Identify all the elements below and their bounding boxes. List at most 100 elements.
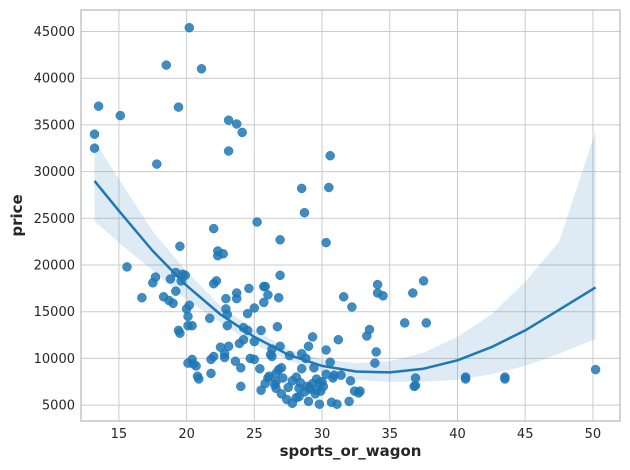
data-point — [299, 207, 310, 218]
data-point — [183, 311, 193, 322]
data-point — [223, 341, 234, 352]
data-point — [399, 318, 410, 328]
data-point — [196, 64, 207, 74]
x-tick-label: 45 — [517, 427, 534, 442]
grid-lines — [81, 10, 620, 421]
data-point — [303, 396, 314, 407]
x-tick-label: 40 — [449, 427, 466, 442]
data-point — [122, 262, 132, 272]
x-tick-label: 35 — [382, 427, 399, 442]
data-point — [307, 332, 318, 342]
data-point — [223, 115, 234, 125]
data-point — [333, 334, 344, 345]
data-point — [184, 22, 195, 33]
scatter-points — [89, 22, 601, 409]
data-point — [345, 376, 356, 386]
data-point — [242, 308, 253, 319]
data-point — [180, 270, 191, 281]
data-point — [347, 302, 357, 312]
confidence-band — [94, 131, 596, 382]
x-tick-label: 50 — [585, 427, 602, 442]
data-point — [296, 363, 307, 374]
data-point — [364, 324, 375, 335]
y-axis-label: price — [8, 194, 26, 236]
data-point — [93, 101, 104, 111]
y-tick-label: 30000 — [34, 165, 75, 180]
x-tick-label: 20 — [178, 427, 195, 442]
data-point — [421, 318, 432, 328]
x-tick-labels: 15 20 25 30 35 40 45 50 — [111, 427, 602, 442]
data-point — [500, 372, 510, 382]
data-point — [321, 345, 331, 355]
data-point — [236, 363, 246, 373]
data-point — [238, 334, 249, 345]
data-point — [249, 303, 260, 313]
data-point — [325, 150, 335, 161]
data-point — [175, 328, 185, 338]
data-point — [218, 249, 228, 259]
data-point — [89, 129, 100, 139]
data-point — [219, 352, 230, 363]
data-point — [325, 357, 335, 367]
data-point — [275, 235, 285, 245]
data-point — [211, 276, 222, 286]
data-point — [314, 399, 325, 409]
y-tick-label: 10000 — [34, 352, 75, 367]
data-point — [370, 358, 380, 368]
y-tick-label: 45000 — [34, 25, 75, 40]
data-point — [175, 241, 185, 252]
data-point — [256, 325, 266, 336]
data-point — [150, 272, 161, 282]
y-tick-label: 20000 — [34, 259, 75, 274]
data-point — [276, 363, 287, 373]
x-axis-label: sports_or_wagon — [280, 442, 422, 460]
data-point — [418, 276, 429, 286]
data-point — [273, 292, 284, 303]
data-point — [194, 374, 204, 384]
data-point — [161, 60, 172, 70]
y-tick-label: 35000 — [34, 118, 75, 133]
confidence-band-layer — [94, 131, 596, 382]
data-point — [236, 381, 246, 392]
x-tick-label: 15 — [111, 427, 128, 442]
data-point — [237, 127, 247, 138]
data-point — [272, 321, 283, 332]
data-point — [184, 300, 195, 310]
data-point — [204, 313, 215, 324]
data-point — [296, 183, 307, 194]
regression-line-layer — [93, 180, 597, 374]
data-point — [372, 279, 383, 290]
data-point — [410, 373, 421, 383]
data-point — [252, 217, 262, 227]
data-point — [338, 292, 349, 302]
data-point — [208, 351, 219, 362]
y-tick-label: 25000 — [34, 212, 75, 227]
y-tick-label: 15000 — [34, 305, 75, 320]
data-point — [460, 372, 471, 382]
data-point — [318, 381, 329, 392]
data-point — [152, 159, 162, 169]
data-point — [223, 146, 234, 156]
data-point — [137, 292, 147, 303]
data-point — [208, 223, 219, 234]
data-point — [221, 293, 231, 304]
data-point — [260, 281, 270, 292]
data-point — [378, 291, 388, 301]
plot-frame — [80, 9, 621, 422]
data-point — [303, 341, 314, 352]
data-point — [244, 283, 254, 294]
data-point — [590, 364, 601, 375]
data-point — [115, 110, 126, 121]
data-point — [321, 237, 331, 248]
data-point — [231, 119, 242, 129]
data-point — [206, 368, 216, 379]
data-point — [408, 288, 418, 298]
data-point — [332, 399, 342, 409]
data-point — [259, 297, 269, 308]
data-point — [231, 293, 242, 304]
data-point — [191, 361, 201, 371]
data-point — [222, 320, 233, 331]
data-point — [173, 102, 184, 112]
data-point — [230, 356, 241, 366]
